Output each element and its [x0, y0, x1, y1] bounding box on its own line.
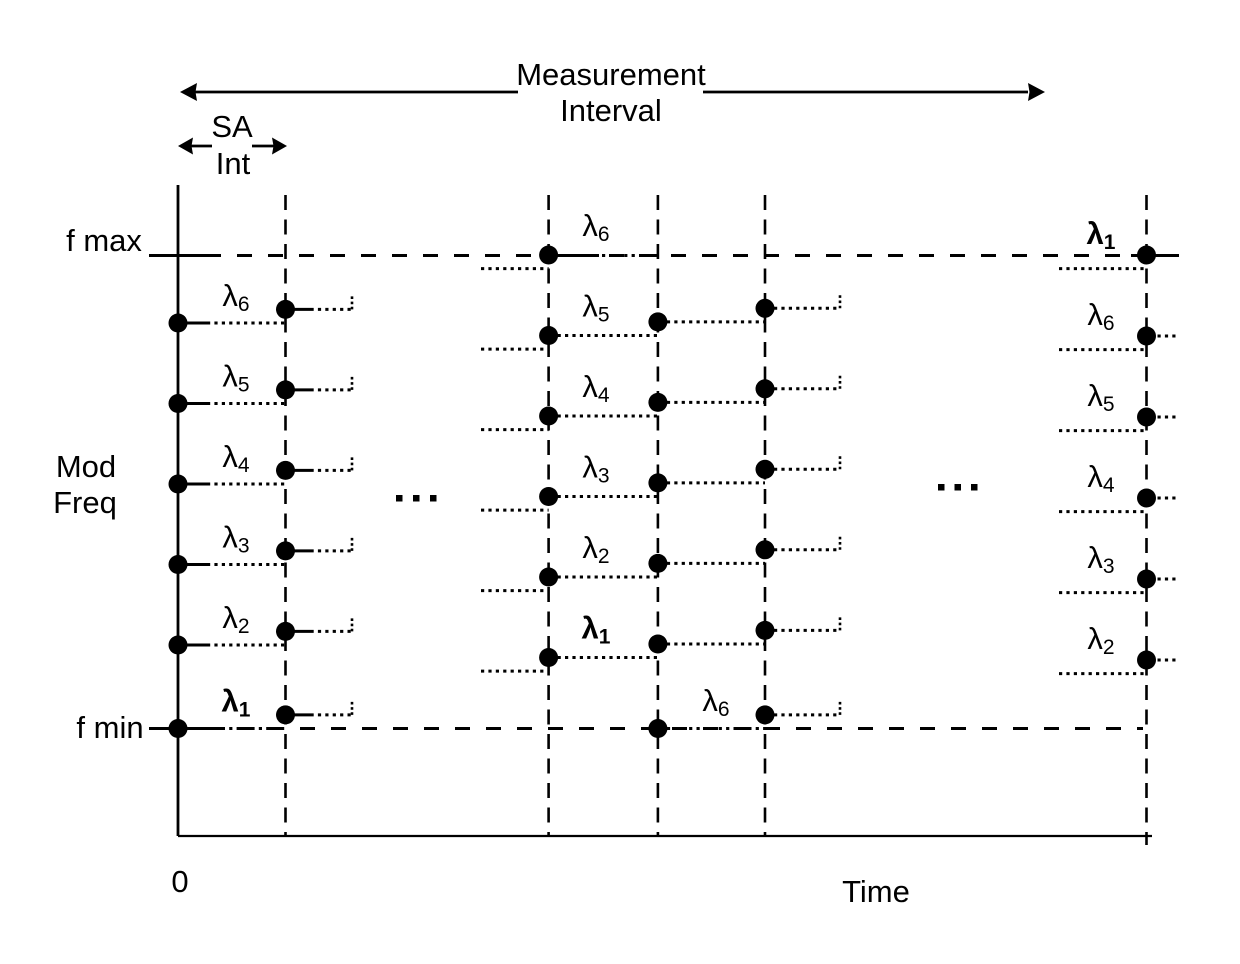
svg-text:λ4: λ4 — [582, 369, 610, 407]
svg-text:f max: f max — [66, 223, 142, 258]
svg-text:Interval: Interval — [560, 93, 662, 128]
svg-text:Measurement: Measurement — [516, 57, 706, 92]
svg-text:Time: Time — [842, 874, 910, 909]
svg-text:f min: f min — [76, 710, 143, 745]
svg-text:Freq: Freq — [53, 485, 117, 520]
svg-text:Int: Int — [216, 146, 251, 181]
svg-text:Mod: Mod — [56, 449, 116, 484]
svg-text:0: 0 — [171, 864, 188, 899]
svg-text:λ3: λ3 — [582, 450, 609, 488]
svg-text:λ6: λ6 — [1087, 297, 1114, 335]
svg-text:λ2: λ2 — [1087, 621, 1114, 659]
svg-text:SA: SA — [211, 109, 253, 144]
